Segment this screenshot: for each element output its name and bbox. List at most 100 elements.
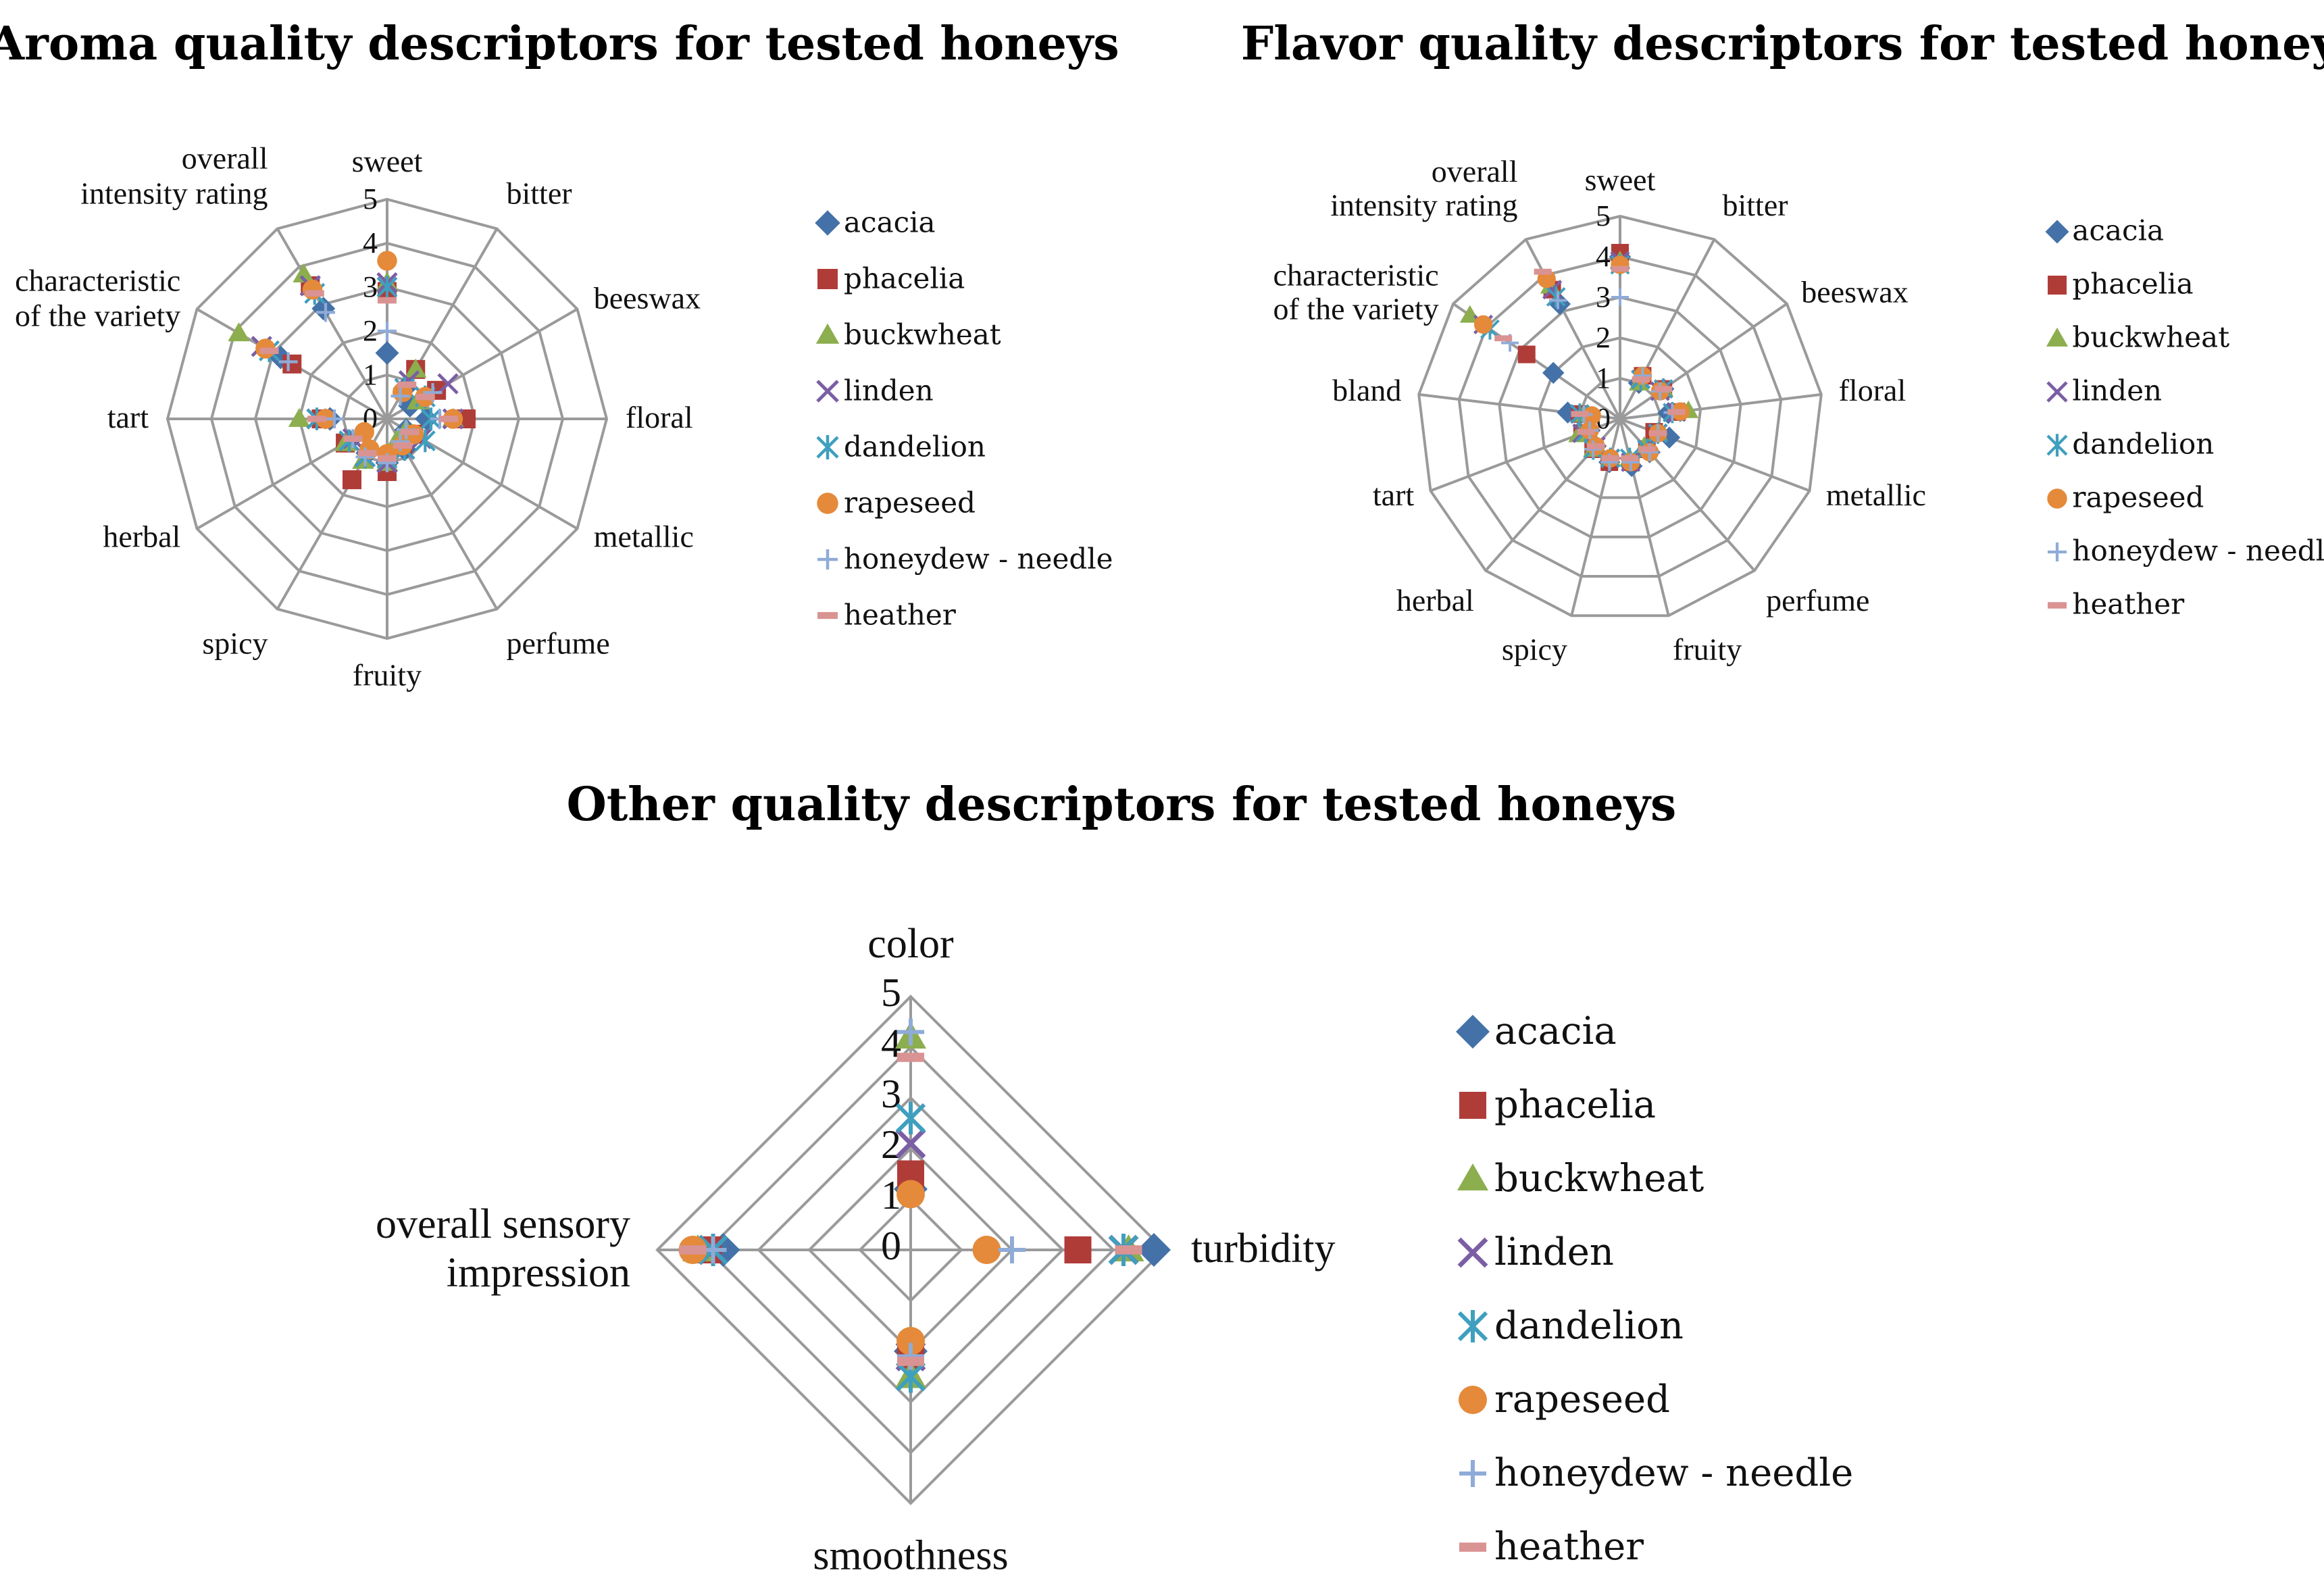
legend-item-rapeseed: rapeseed: [1459, 1378, 1670, 1422]
legend-marker-rapeseed: [817, 493, 838, 514]
tick-label: 5: [1596, 199, 1611, 232]
tick-label: 1: [363, 358, 378, 391]
axis-label-color: color: [867, 921, 954, 967]
axis-label-sweet: sweet: [1585, 163, 1656, 197]
axis-label-characteristic-of-the-variety: characteristic of the variety: [15, 263, 180, 333]
axis-label-line: beeswax: [594, 281, 701, 316]
axis-label-line: tart: [107, 400, 149, 434]
legend-label: acacia: [1494, 1009, 1617, 1053]
axis-label-line: impression: [447, 1250, 630, 1296]
axis-label-line: beeswax: [1801, 274, 1908, 309]
axis-label-perfume: perfume: [1766, 583, 1869, 618]
data-point-linden-beeswax: [437, 373, 459, 395]
legend-item-honeydew-needle: honeydew - needle: [1459, 1451, 1853, 1495]
legend-item-honeydew-needle: honeydew - needle: [817, 543, 1113, 576]
aroma-radar-chart: sweet bitter beeswax floral metallic perfume f…: [15, 141, 701, 692]
axis-label-line: bitter: [507, 176, 572, 210]
data-point-heather-herbal: [343, 435, 363, 443]
data-point-honeydew-needle-characteristic-of-the-variety: [278, 352, 298, 372]
data-point-acacia-sweet: [375, 341, 399, 365]
axis-label-line: characteristic: [15, 263, 180, 298]
legend-label: linden: [1494, 1230, 1614, 1274]
legend-marker-buckwheat: [815, 323, 840, 344]
data-point-acacia-turbidity: [1137, 1233, 1171, 1267]
data-point-heather-turbidity: [1115, 1245, 1142, 1255]
legend-item-phacelia: phacelia: [1459, 1083, 1656, 1127]
data-point-heather-sweet: [1611, 266, 1629, 272]
data-point-rapeseed-sweet: [377, 251, 397, 271]
tick-label: 4: [363, 226, 378, 259]
axis-label-line: tart: [1373, 478, 1415, 512]
axis-label-line: overall: [182, 141, 268, 175]
series-heather: [259, 290, 458, 462]
axis-label-floral: floral: [1839, 373, 1906, 407]
series-acacia: [706, 1172, 1171, 1368]
data-point-heather-perfume: [1638, 446, 1656, 453]
axis-label-bitter: bitter: [507, 176, 572, 210]
data-point-heather-bitter: [1632, 376, 1650, 382]
axis-label-metallic: metallic: [1826, 478, 1926, 512]
data-point-heather-smoothness: [897, 1357, 924, 1366]
data-point-heather-metallic: [400, 428, 420, 436]
axis-label-fruity: fruity: [353, 658, 422, 693]
legend-marker-buckwheat: [1457, 1163, 1488, 1190]
grid-ring: [1457, 255, 1783, 578]
legend-item-heather: heather: [1459, 1525, 1644, 1569]
axis-label-turbidity: turbidity: [1191, 1226, 1336, 1272]
legend-marker-linden: [1457, 1237, 1488, 1268]
legend-label: heather: [2072, 588, 2185, 621]
axis-label-beeswax: beeswax: [1801, 274, 1908, 309]
data-point-honeydew-needle-overall-intensity-rating: [316, 303, 335, 322]
series-heather: [679, 1053, 1142, 1366]
data-point-honeydew-needle-sweet: [1611, 288, 1629, 306]
axis-spoke: [1619, 393, 1822, 420]
legend-label: honeydew - needle: [1494, 1451, 1853, 1495]
legend-label: phacelia: [844, 262, 965, 295]
legend-item-honeydew-needle: honeydew - needle: [2048, 534, 2324, 568]
tick-label: 0: [881, 1224, 901, 1268]
data-point-acacia-characteristic-of-the-variety: [1542, 361, 1565, 384]
axis-label-line: floral: [626, 400, 693, 434]
legend-label: rapeseed: [2072, 481, 2204, 514]
data-point-heather-fruity: [378, 455, 397, 462]
axis-label-line: intensity rating: [80, 176, 268, 210]
legend-label: dandelion: [844, 430, 986, 463]
axis-label-line: overall sensory: [376, 1201, 630, 1247]
axis-spoke: [1619, 302, 1788, 420]
data-point-heather-characteristic-of-the-variety: [1494, 335, 1513, 342]
legend-item-dandelion: dandelion: [816, 430, 986, 463]
legend-marker-buckwheat: [2046, 327, 2069, 347]
legend-item-dandelion: dandelion: [2046, 428, 2214, 461]
legend-marker-heather: [817, 611, 838, 620]
data-point-honeydew-needle-sweet: [378, 322, 397, 341]
axis-label-line: bitter: [1722, 188, 1788, 222]
legend-marker-linden: [2046, 381, 2068, 403]
series-honeydew-needle: [699, 1018, 1026, 1370]
data-point-rapeseed-smoothness: [896, 1327, 925, 1355]
data-point-honeydew-needle-overall-intensity-rating: [1548, 291, 1567, 309]
data-point-heather-tart: [307, 416, 326, 422]
axis-label-line: of the variety: [15, 299, 180, 333]
grid-ring: [1498, 295, 1742, 538]
axis-label-line: metallic: [1826, 478, 1926, 512]
legend-label: rapeseed: [1494, 1378, 1670, 1422]
data-point-heather-spicy: [1601, 455, 1619, 461]
legend-marker-acacia: [1456, 1015, 1490, 1049]
axis-label-beeswax: beeswax: [594, 281, 701, 316]
data-point-heather-sweet: [378, 297, 397, 304]
axis-label-metallic: metallic: [594, 520, 694, 554]
axis-label-line: smoothness: [813, 1533, 1008, 1579]
data-point-dandelion-overall-intensity-rating: [1546, 286, 1566, 307]
data-point-heather-beeswax: [415, 393, 435, 401]
data-point-heather-metallic: [1649, 430, 1667, 436]
other-legend: acacia phacelia buckwheat linden dandelion ra…: [1456, 1009, 1853, 1569]
data-point-honeydew-needle-turbidity: [999, 1236, 1026, 1263]
legend-item-linden: linden: [2046, 374, 2162, 407]
legend-label: linden: [844, 374, 934, 407]
legend-label: linden: [2072, 374, 2162, 407]
tick-label: 1: [1596, 361, 1611, 395]
tick-label: 5: [881, 970, 901, 1015]
tick-label: 5: [363, 182, 378, 216]
other-radar-chart: color turbidity smoothness overall sensory i…: [376, 921, 1336, 1579]
legend-item-dandelion: dandelion: [1457, 1304, 1684, 1348]
